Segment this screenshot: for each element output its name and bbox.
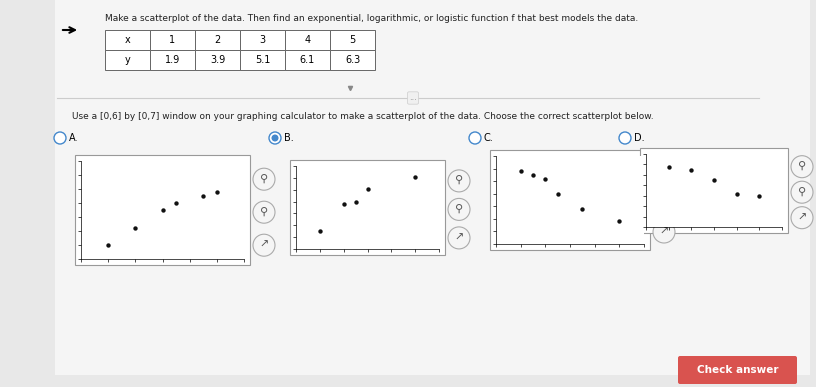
Circle shape [448, 199, 470, 221]
Point [613, 218, 626, 224]
Point [211, 189, 224, 195]
Point [662, 163, 675, 170]
Text: ⚲: ⚲ [798, 161, 806, 171]
Bar [240, 50, 285, 70]
Text: 6.1: 6.1 [299, 55, 315, 65]
Bar [195, 50, 240, 70]
Text: ⚲: ⚲ [260, 173, 268, 183]
Text: 5.1: 5.1 [255, 55, 270, 65]
Point [730, 190, 743, 197]
Bar [195, 30, 240, 50]
Circle shape [253, 201, 275, 223]
Bar [150, 30, 195, 50]
Bar [105, 50, 150, 70]
Circle shape [791, 156, 813, 178]
Point [576, 206, 589, 212]
Text: A.: A. [69, 133, 78, 143]
Bar [330, 50, 375, 70]
Text: ↗: ↗ [659, 227, 668, 237]
Point [539, 176, 552, 182]
Text: Use a [0,6] by [0,7] window on your graphing calculator to make a scatterplot of: Use a [0,6] by [0,7] window on your grap… [72, 112, 654, 121]
Bar [330, 30, 375, 50]
Text: ⚲: ⚲ [798, 186, 806, 196]
Bar [490, 150, 650, 250]
Bar [285, 50, 330, 70]
Text: 4: 4 [304, 35, 311, 45]
Text: ⚲: ⚲ [660, 166, 668, 176]
FancyBboxPatch shape [678, 356, 797, 384]
Circle shape [269, 132, 281, 144]
Point [685, 166, 698, 173]
Text: ⚲: ⚲ [260, 206, 268, 216]
Circle shape [653, 221, 675, 243]
Text: ⚲: ⚲ [660, 196, 668, 206]
Bar [105, 30, 150, 50]
Circle shape [54, 132, 66, 144]
Text: 3: 3 [259, 35, 265, 45]
Text: 5: 5 [349, 35, 356, 45]
Circle shape [469, 132, 481, 144]
Bar [150, 50, 195, 70]
Circle shape [791, 181, 813, 203]
Point [526, 172, 539, 178]
Point [102, 242, 115, 248]
Circle shape [653, 191, 675, 213]
Text: 1: 1 [170, 35, 175, 45]
Point [156, 207, 169, 213]
Bar [285, 30, 330, 50]
Point [170, 200, 183, 206]
Bar [240, 30, 285, 50]
Text: ↗: ↗ [259, 240, 268, 250]
Circle shape [253, 234, 275, 256]
Point [337, 201, 350, 207]
Text: 1.9: 1.9 [165, 55, 180, 65]
Text: Make a scatterplot of the data. Then find an exponential, logarithmic, or logist: Make a scatterplot of the data. Then fin… [105, 14, 638, 23]
Text: B.: B. [284, 133, 294, 143]
Bar [640, 148, 788, 233]
Point [361, 185, 374, 192]
Text: 3.9: 3.9 [210, 55, 225, 65]
Text: D.: D. [634, 133, 645, 143]
Point [349, 199, 362, 205]
Text: ↗: ↗ [455, 233, 463, 243]
Point [514, 168, 527, 174]
Text: y: y [125, 55, 131, 65]
Circle shape [448, 170, 470, 192]
Text: 6.3: 6.3 [345, 55, 360, 65]
Text: 2: 2 [215, 35, 220, 45]
Text: ...: ... [409, 94, 417, 103]
Point [409, 174, 422, 180]
Text: x: x [125, 35, 131, 45]
Point [753, 193, 766, 199]
Point [707, 177, 721, 183]
Text: Check answer: Check answer [697, 365, 778, 375]
Text: ⚲: ⚲ [455, 204, 463, 213]
Bar [290, 160, 445, 255]
Text: ⚲: ⚲ [455, 175, 463, 185]
Circle shape [791, 207, 813, 229]
Bar [75, 155, 250, 265]
Circle shape [448, 227, 470, 249]
Point [197, 193, 210, 199]
Circle shape [272, 135, 278, 142]
Circle shape [253, 168, 275, 190]
Point [129, 225, 142, 231]
Point [551, 191, 564, 197]
Text: C.: C. [484, 133, 494, 143]
Circle shape [653, 161, 675, 183]
Circle shape [619, 132, 631, 144]
Text: ↗: ↗ [797, 213, 807, 223]
Point [313, 228, 326, 234]
